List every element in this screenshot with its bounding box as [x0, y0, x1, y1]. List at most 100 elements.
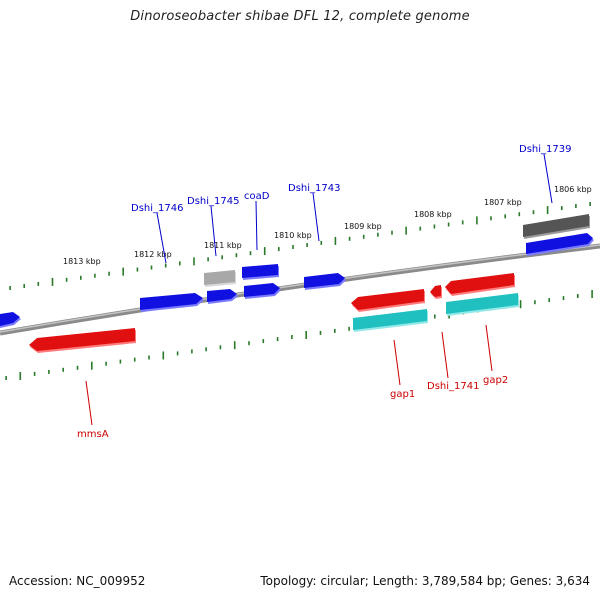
leader-dshi-1743 [312, 192, 320, 242]
tick-label-1811: 1811 kbp [204, 241, 242, 250]
lower-ruler-tick [133, 357, 136, 362]
gene-dshi-1746-group[interactable] [140, 293, 204, 312]
upper-ruler-tick [362, 234, 365, 239]
lower-ruler-tick [577, 294, 579, 298]
lower-ruler-tick [548, 298, 550, 303]
upper-ruler-tick [306, 243, 308, 247]
gene-coad-group[interactable] [244, 283, 281, 299]
tick-label-1809: 1809 kbp [344, 222, 382, 231]
upper-ruler-tick [447, 222, 450, 227]
lower-ruler-tick [233, 341, 236, 350]
upper-ruler-tick [94, 273, 96, 278]
upper-ruler-tick [164, 263, 167, 268]
upper-ruler-tick [419, 226, 422, 231]
lower-ruler-tick [534, 300, 536, 305]
gene-forward-edge[interactable] [0, 312, 20, 326]
lower-ruler-tick [348, 326, 350, 331]
upper-ruler-tick [193, 257, 195, 266]
gene-dshi-1743[interactable] [304, 273, 345, 288]
upper-ruler-tick [179, 261, 181, 266]
gene-dshi-1739[interactable] [523, 214, 589, 237]
upper-ruler-tick [51, 277, 54, 286]
lower-ruler-tick [519, 300, 522, 309]
ruler-tracks [5, 202, 593, 380]
upper-ruler-tick [37, 281, 40, 286]
gene-forward-a-group[interactable] [526, 233, 594, 256]
upper-ruler-tick [405, 226, 407, 235]
label-dshi-1745[interactable]: Dshi_1745 [187, 196, 239, 207]
upper-ruler-tick [221, 255, 223, 260]
lower-ruler-tick [291, 335, 293, 339]
label-dshi-1741[interactable]: Dshi_1741 [427, 381, 479, 392]
label-dshi-1743[interactable]: Dshi_1743 [288, 183, 340, 194]
map-title: Dinoroseobacter shibae DFL 12, complete … [130, 9, 470, 24]
gene-gap2-group[interactable] [445, 273, 515, 296]
upper-ruler-tick [334, 236, 337, 245]
upper-ruler-tick [561, 206, 563, 211]
label-dshi-1739[interactable]: Dshi_1739 [519, 144, 571, 155]
lower-ruler-tick [434, 314, 436, 319]
lower-ruler-tick [191, 349, 193, 354]
lower-ruler-tick [19, 372, 22, 380]
gene-coad-upper[interactable] [242, 264, 278, 278]
upper-ruler-tick [377, 232, 379, 237]
gene-mmsa-group[interactable] [29, 328, 136, 353]
label-dshi-1746[interactable]: Dshi_1746 [131, 203, 183, 214]
label-mmsa[interactable]: mmsA [77, 429, 109, 440]
gene-dshi-1745-group[interactable] [204, 270, 236, 287]
gene-forward-b-group[interactable] [207, 289, 238, 304]
gene-dshi-1739-group[interactable] [523, 214, 590, 239]
gene-gap1[interactable] [351, 289, 424, 310]
label-gap2[interactable]: gap2 [483, 375, 508, 386]
gene-forward-b[interactable] [207, 289, 237, 302]
gene-mmsa[interactable] [29, 328, 135, 351]
gene-coad-upper-group[interactable] [242, 264, 279, 280]
gene-dshi-1746[interactable] [140, 293, 203, 310]
label-coad[interactable]: coaD [244, 191, 270, 202]
upper-ruler-tick [504, 214, 506, 219]
gene-gap2[interactable] [445, 273, 514, 294]
gene-forward-edge-group[interactable] [0, 312, 21, 328]
leader-gap1 [393, 339, 401, 386]
rna-gap2-group[interactable] [446, 293, 519, 316]
lower-ruler-tick [76, 365, 79, 370]
upper-ruler-tick [136, 267, 139, 272]
leader-mmsa [85, 380, 93, 426]
tick-label-1806: 1806 kbp [554, 185, 592, 194]
gene-dshi-1743-group[interactable] [304, 273, 346, 290]
rna-gap2[interactable] [446, 293, 518, 314]
upper-ruler-tick [518, 212, 521, 217]
genome-summary-text: Topology: circular; Length: 3,789,584 bp… [260, 574, 590, 588]
lower-ruler-tick [119, 359, 122, 364]
lower-ruler-tick [562, 296, 565, 301]
label-gap1[interactable]: gap1 [390, 389, 415, 400]
lower-ruler-tick [305, 331, 307, 339]
rna-gap1[interactable] [353, 309, 427, 330]
accession-text: Accession: NC_009952 [9, 574, 146, 588]
genome-backbone [0, 243, 600, 336]
leader-dshi-1739 [543, 153, 553, 204]
upper-ruler-tick [348, 236, 351, 241]
lower-ruler-tick [276, 337, 279, 342]
lower-ruler-tick [176, 351, 179, 356]
upper-ruler-tick [575, 204, 577, 208]
gene-coad[interactable] [244, 283, 280, 297]
upper-ruler-tick [320, 240, 323, 245]
lower-ruler-tick [591, 290, 593, 298]
upper-ruler-tick [207, 257, 209, 262]
upper-ruler-tick [108, 271, 110, 276]
upper-ruler-tick [546, 206, 549, 215]
lower-ruler-tick [48, 369, 50, 374]
rna-gap1-group[interactable] [353, 309, 428, 332]
gene-dshi-1745[interactable] [204, 270, 235, 285]
upper-ruler-tick [278, 247, 280, 252]
gene-forward-a[interactable] [526, 233, 593, 254]
gene-dshi-1741[interactable] [430, 285, 441, 297]
leader-dshi-1745 [210, 205, 217, 257]
gene-gap1-group[interactable] [351, 289, 425, 312]
upper-ruler-tick [235, 253, 238, 258]
lower-ruler-tick [91, 361, 93, 370]
lower-ruler-tick [334, 328, 336, 333]
gene-dshi-1741-group[interactable] [430, 285, 442, 299]
lower-ruler-tick [219, 345, 222, 350]
